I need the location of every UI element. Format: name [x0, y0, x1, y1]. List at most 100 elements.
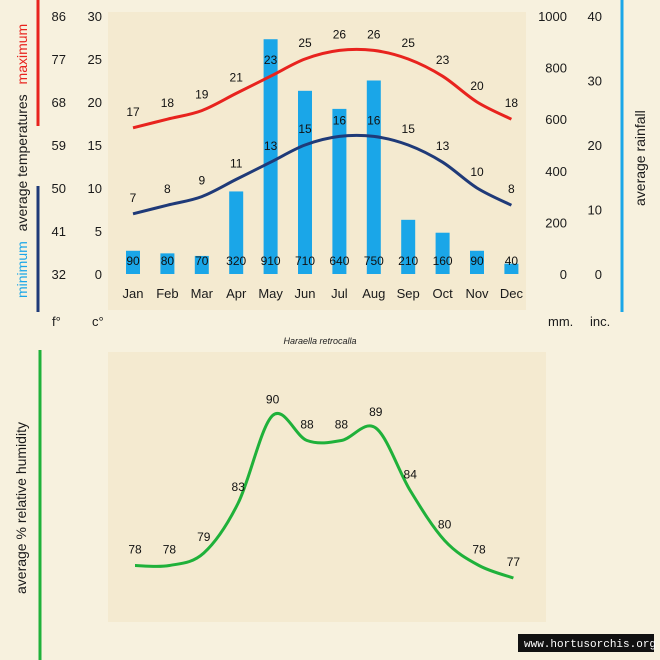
tick-celsius: 10	[88, 181, 102, 196]
maximum-value-label: 18	[505, 96, 519, 110]
humidity-value-label: 78	[472, 543, 486, 557]
rainfall-bar	[401, 219, 416, 274]
humidity-value-label: 88	[335, 418, 349, 432]
minimum-value-label: 9	[198, 174, 205, 188]
tick-month: May	[258, 286, 283, 301]
rainfall-value-label: 70	[195, 254, 209, 268]
humidity-chart-panel	[108, 352, 546, 622]
tick-month: Feb	[156, 286, 178, 301]
tick-millimetres: 600	[545, 112, 567, 127]
rainfall-bar	[470, 250, 484, 274]
unit-millimetres: mm.	[548, 314, 573, 329]
minimum-value-label: 13	[264, 139, 278, 153]
tick-month: Dec	[500, 286, 524, 301]
maximum-value-label: 26	[367, 27, 381, 41]
humidity-value-label: 83	[232, 480, 246, 494]
top-chart-panel	[108, 12, 526, 310]
minimum-value-label: 11	[230, 156, 243, 170]
maximum-value-label: 26	[333, 27, 347, 41]
minimum-value-label: 16	[333, 113, 347, 127]
rainfall-value-label: 90	[470, 254, 484, 268]
minimum-value-label: 8	[508, 182, 515, 196]
maximum-value-label: 21	[230, 70, 244, 84]
humidity-value-label: 89	[369, 405, 383, 419]
tick-inches: 10	[588, 203, 602, 218]
tick-month: Jul	[331, 286, 348, 301]
humidity-value-label: 78	[163, 543, 177, 557]
humidity-value-label: 88	[300, 418, 314, 432]
tick-fahrenheit: 77	[52, 52, 66, 67]
tick-celsius: 30	[88, 9, 102, 24]
y-left-maximum-word: maximum	[14, 24, 30, 85]
tick-celsius: 5	[95, 224, 102, 239]
watermark-box	[518, 634, 654, 652]
tick-celsius: 20	[88, 95, 102, 110]
species-name: Haraella retrocalla	[283, 336, 356, 346]
y-right-axis-title: average rainfall	[632, 110, 648, 206]
y-left-average-word: average temperatures	[14, 94, 30, 231]
rainfall-value-label: 40	[505, 254, 519, 268]
tick-celsius: 15	[88, 138, 102, 153]
tick-millimetres: 1000	[538, 9, 567, 24]
unit-inches: inc.	[590, 314, 610, 329]
tick-celsius: 0	[95, 267, 102, 282]
tick-millimetres: 200	[545, 215, 567, 230]
rainfall-value-label: 750	[364, 254, 384, 268]
tick-millimetres: 0	[560, 267, 567, 282]
humidity-value-label: 84	[404, 468, 418, 482]
tick-month: Apr	[226, 286, 247, 301]
rainfall-value-label: 90	[126, 254, 140, 268]
tick-month: Jan	[123, 286, 144, 301]
rainfall-value-label: 160	[433, 254, 453, 268]
humidity-value-label: 77	[507, 555, 521, 569]
tick-fahrenheit: 50	[52, 181, 66, 196]
minimum-value-label: 15	[298, 122, 312, 136]
humidity-value-label: 80	[438, 518, 452, 532]
watermark-text: www.hortusorchis.org	[524, 639, 656, 651]
unit-fahrenheit: f°	[52, 314, 61, 329]
tick-month: Sep	[397, 286, 420, 301]
tick-inches: 20	[588, 138, 602, 153]
maximum-value-label: 23	[436, 53, 450, 67]
rainfall-value-label: 210	[398, 254, 418, 268]
rainfall-bar	[160, 253, 175, 274]
tick-celsius: 25	[88, 52, 102, 67]
minimum-value-label: 16	[367, 113, 381, 127]
rainfall-value-label: 910	[261, 254, 281, 268]
maximum-value-label: 17	[126, 105, 140, 119]
humidity-line	[134, 411, 514, 580]
rainfall-bar	[332, 108, 347, 274]
maximum-value-label: 25	[298, 36, 312, 50]
maximum-value-label: 19	[195, 88, 209, 102]
tick-inches: 30	[588, 74, 602, 89]
tick-fahrenheit: 32	[52, 267, 66, 282]
tick-month: Jun	[295, 286, 316, 301]
maximum-value-label: 20	[470, 79, 484, 93]
tick-month: Oct	[432, 286, 453, 301]
minimum-value-label: 7	[130, 191, 137, 205]
minimum-value-label: 10	[470, 165, 484, 179]
tick-month: Aug	[362, 286, 385, 301]
minimum-temperature-line	[132, 133, 513, 216]
humidity-value-label: 90	[266, 393, 280, 407]
rainfall-bar	[504, 263, 519, 274]
maximum-value-label: 25	[402, 36, 416, 50]
humidity-value-label: 79	[197, 530, 211, 544]
maximum-value-label: 18	[161, 96, 175, 110]
humidity-value-label: 78	[128, 543, 142, 557]
tick-fahrenheit: 41	[52, 224, 66, 239]
tick-millimetres: 400	[545, 164, 567, 179]
y-left-axis-title: minimum average temperatures maximum	[14, 24, 30, 298]
rainfall-value-label: 320	[226, 254, 246, 268]
minimum-value-label: 15	[402, 122, 416, 136]
y-left-minimum-word: minimum	[14, 241, 30, 298]
maximum-temperature-line	[132, 47, 513, 130]
minimum-value-label: 13	[436, 139, 450, 153]
minimum-value-label: 8	[164, 182, 171, 196]
tick-millimetres: 800	[545, 61, 567, 76]
rainfall-bar	[194, 255, 209, 274]
tick-inches: 0	[595, 267, 602, 282]
rainfall-bar	[263, 39, 278, 274]
rainfall-value-label: 710	[295, 254, 315, 268]
